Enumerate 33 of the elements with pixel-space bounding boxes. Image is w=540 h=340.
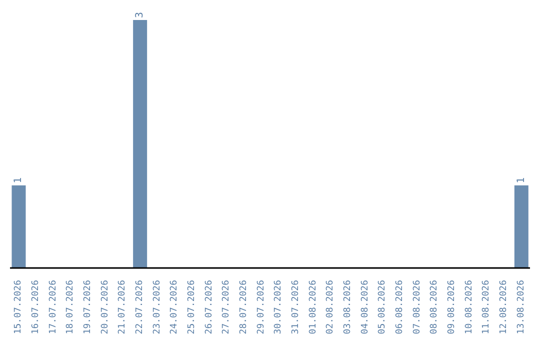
x-tick-label: 03.08.2026 [343, 280, 353, 334]
x-tick-label: 24.07.2026 [170, 280, 180, 334]
x-tick-label: 27.07.2026 [222, 280, 232, 334]
x-tick-label: 23.07.2026 [152, 280, 162, 334]
data-label: 1 [13, 177, 24, 184]
x-tick-label: 17.07.2026 [48, 280, 58, 334]
x-tick-label: 29.07.2026 [256, 280, 266, 334]
x-tick-label: 02.08.2026 [326, 280, 336, 334]
x-tick-label: 28.07.2026 [239, 280, 249, 334]
x-tick-label: 12.08.2026 [499, 280, 509, 334]
data-label: 1 [516, 177, 527, 184]
x-tick-label: 21.07.2026 [118, 280, 128, 334]
x-tick-label: 09.08.2026 [447, 280, 457, 334]
x-tick-label: 13.08.2026 [516, 280, 526, 334]
x-tick-label: 07.08.2026 [412, 280, 422, 334]
x-tick-label: 19.07.2026 [83, 280, 93, 334]
x-tick-label: 06.08.2026 [395, 280, 405, 334]
x-tick-label: 04.08.2026 [360, 280, 370, 334]
x-tick-label: 31.07.2026 [291, 280, 301, 334]
x-tick-label: 10.08.2026 [464, 280, 474, 334]
x-tick-label: 11.08.2026 [482, 280, 492, 334]
x-tick-label: 22.07.2026 [135, 280, 145, 334]
x-tick-label: 18.07.2026 [66, 280, 76, 334]
x-tick-label: 20.07.2026 [100, 280, 110, 334]
data-label: 3 [134, 12, 146, 18]
x-tick-label: 15.07.2026 [14, 280, 24, 334]
x-tick-label: 26.07.2026 [204, 280, 214, 334]
x-tick-label: 08.08.2026 [430, 280, 440, 334]
x-tick-label: 16.07.2026 [31, 280, 41, 334]
x-tick-label: 05.08.2026 [378, 280, 388, 334]
x-tick-label: 30.07.2026 [274, 280, 284, 334]
x-tick-label: 01.08.2026 [308, 280, 318, 334]
x-tick-label: 25.07.2026 [187, 280, 197, 334]
